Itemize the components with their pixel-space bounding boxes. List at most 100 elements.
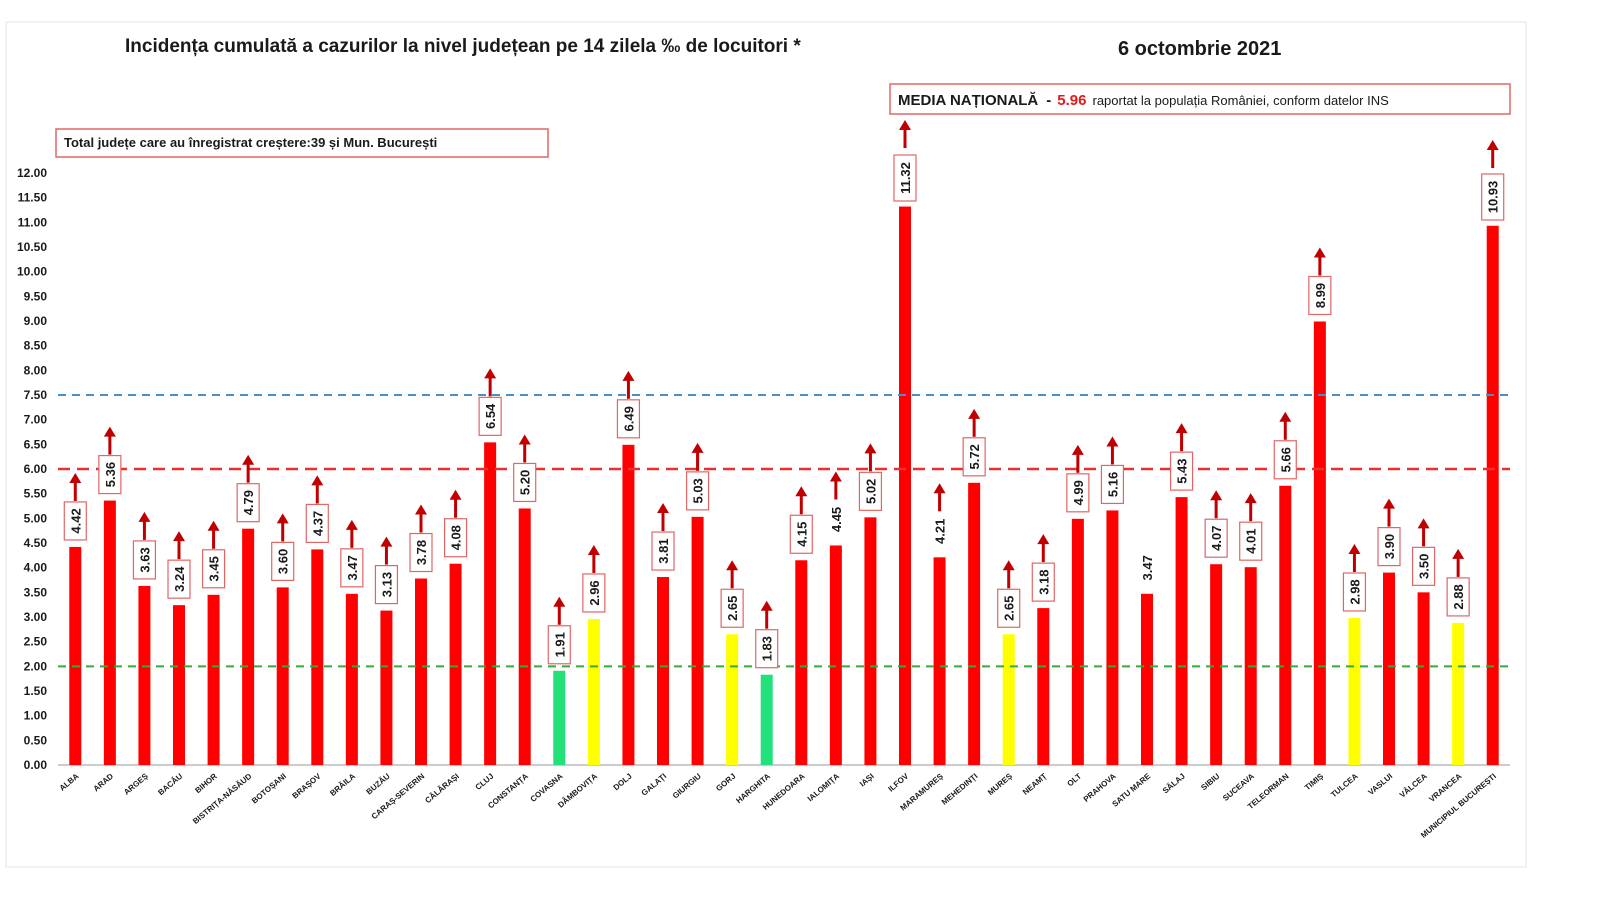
value-label-group: 3.18 [1031, 562, 1055, 602]
value-label: 5.36 [103, 462, 118, 487]
value-label: 5.72 [967, 444, 982, 469]
bar-ilfov [899, 206, 911, 766]
bar-galați [657, 577, 669, 765]
bar-harghita [760, 674, 773, 765]
national-average-description: raportat la populația României, conform … [1092, 93, 1389, 108]
value-label: 3.81 [656, 538, 671, 563]
value-label-box [513, 462, 537, 503]
value-label-box [374, 564, 399, 605]
value-label-box [271, 541, 295, 582]
y-tick-label: 11.50 [18, 191, 48, 205]
value-label: 2.88 [1451, 584, 1466, 609]
value-label: 2.65 [1002, 596, 1017, 621]
increase-arrow-head [1313, 247, 1326, 258]
value-label-box [201, 549, 226, 589]
increase-arrow-head [1002, 560, 1015, 571]
increase-arrow-head [415, 504, 427, 515]
bar-arad [103, 500, 116, 765]
value-label: 3.24 [172, 566, 187, 592]
value-label: 8.99 [1313, 283, 1328, 308]
value-label-box [962, 437, 986, 477]
increase-note-frame [55, 128, 549, 158]
value-label: 4.21 [933, 519, 948, 544]
value-label-group: 5.72 [962, 437, 986, 477]
increase-arrow-head [138, 511, 151, 522]
national-average-separator: - [1046, 92, 1051, 109]
value-label: 4.42 [68, 508, 83, 533]
value-label-box [582, 573, 606, 613]
increase-arrow-head [311, 475, 324, 486]
bar-dâmbovița [587, 618, 600, 765]
increase-arrows [69, 120, 1499, 629]
value-label-group: 2.88 [1446, 577, 1470, 617]
value-label-box [409, 532, 433, 573]
bar-vrancea [1452, 622, 1465, 765]
increase-note-text: Total județe care au înregistrat creșter… [64, 135, 437, 150]
increase-arrow-head [1175, 423, 1188, 434]
value-label-group: 5.36 [98, 454, 122, 495]
bar-călărași [449, 563, 462, 765]
bar-covasna [553, 670, 566, 765]
value-label: 1.83 [760, 636, 775, 661]
y-tick-label: 9.50 [24, 289, 48, 303]
bar-mehedinți [968, 482, 981, 765]
bar-constanța [518, 508, 531, 765]
value-label: 4.45 [829, 507, 844, 532]
value-labels: 4.42 5.36 3.63 3.24 3.45 4.79 3.60 4.37 3.47 3.13… [63, 154, 1505, 669]
value-label-group: 3.13 [374, 564, 399, 605]
increase-arrow-head [1037, 534, 1050, 545]
value-label-group: 4.45 [829, 507, 844, 532]
value-label-group: 3.90 [1377, 526, 1401, 567]
y-tick-label: 12.00 [17, 166, 47, 180]
y-tick-label: 8.00 [24, 363, 48, 377]
y-tick-label: 2.00 [24, 659, 48, 673]
value-label: 2.98 [1347, 579, 1362, 604]
value-label-box [98, 454, 122, 495]
value-label: 3.50 [1417, 554, 1432, 579]
bar-iași [864, 517, 877, 765]
value-label-box [1273, 440, 1297, 480]
bar-bihor [207, 594, 220, 765]
increase-arrow-head [1383, 498, 1395, 509]
bar-botoșani [276, 587, 289, 765]
bar-gorj [726, 634, 739, 765]
value-label-box [1031, 562, 1055, 602]
bar-giurgiu [691, 516, 704, 765]
national-average-text: MEDIA NAȚIONALĂ -5.96 raportat la populați… [898, 92, 1389, 109]
value-label-box [63, 501, 87, 541]
value-label: 4.07 [1209, 526, 1224, 551]
y-tick-label: 1.50 [24, 684, 48, 698]
value-label-group: 4.15 [789, 514, 813, 554]
bar-mureș [1002, 634, 1015, 765]
y-tick-label: 4.50 [24, 536, 48, 550]
value-label-box [997, 588, 1021, 628]
value-label-group: 10.93 [1481, 173, 1505, 221]
increase-arrow-head [449, 489, 462, 500]
value-label-group: 6.54 [478, 396, 502, 436]
increase-arrow-head [1071, 444, 1084, 455]
value-label: 3.90 [1382, 534, 1397, 559]
increase-arrow-head [69, 472, 82, 483]
y-tick-label: 7.00 [24, 413, 48, 427]
value-label: 3.60 [276, 549, 291, 574]
value-label-group: 1.83 [755, 629, 779, 669]
increase-arrow-head [795, 486, 808, 497]
value-label-group: 4.37 [305, 503, 329, 544]
value-label: 5.02 [863, 479, 878, 504]
y-tick-label: 6.00 [24, 462, 48, 476]
value-label: 5.03 [691, 478, 706, 503]
value-label-group: 4.01 [1239, 521, 1263, 561]
value-label-box [1169, 451, 1194, 491]
value-label-group: 5.20 [513, 462, 537, 503]
value-label-group: 4.99 [1066, 473, 1090, 513]
y-tick-label: 10.00 [17, 265, 47, 279]
y-tick-label: 4.00 [24, 561, 48, 575]
value-label-box [1377, 526, 1401, 567]
bar-timiș [1313, 321, 1326, 765]
value-label: 4.79 [241, 490, 256, 515]
increase-arrow-head [1417, 518, 1430, 529]
value-label: 5.43 [1175, 458, 1190, 483]
y-tick-label: 6.50 [24, 437, 48, 451]
value-label-box [1308, 275, 1332, 316]
bar-bacău [173, 605, 185, 765]
